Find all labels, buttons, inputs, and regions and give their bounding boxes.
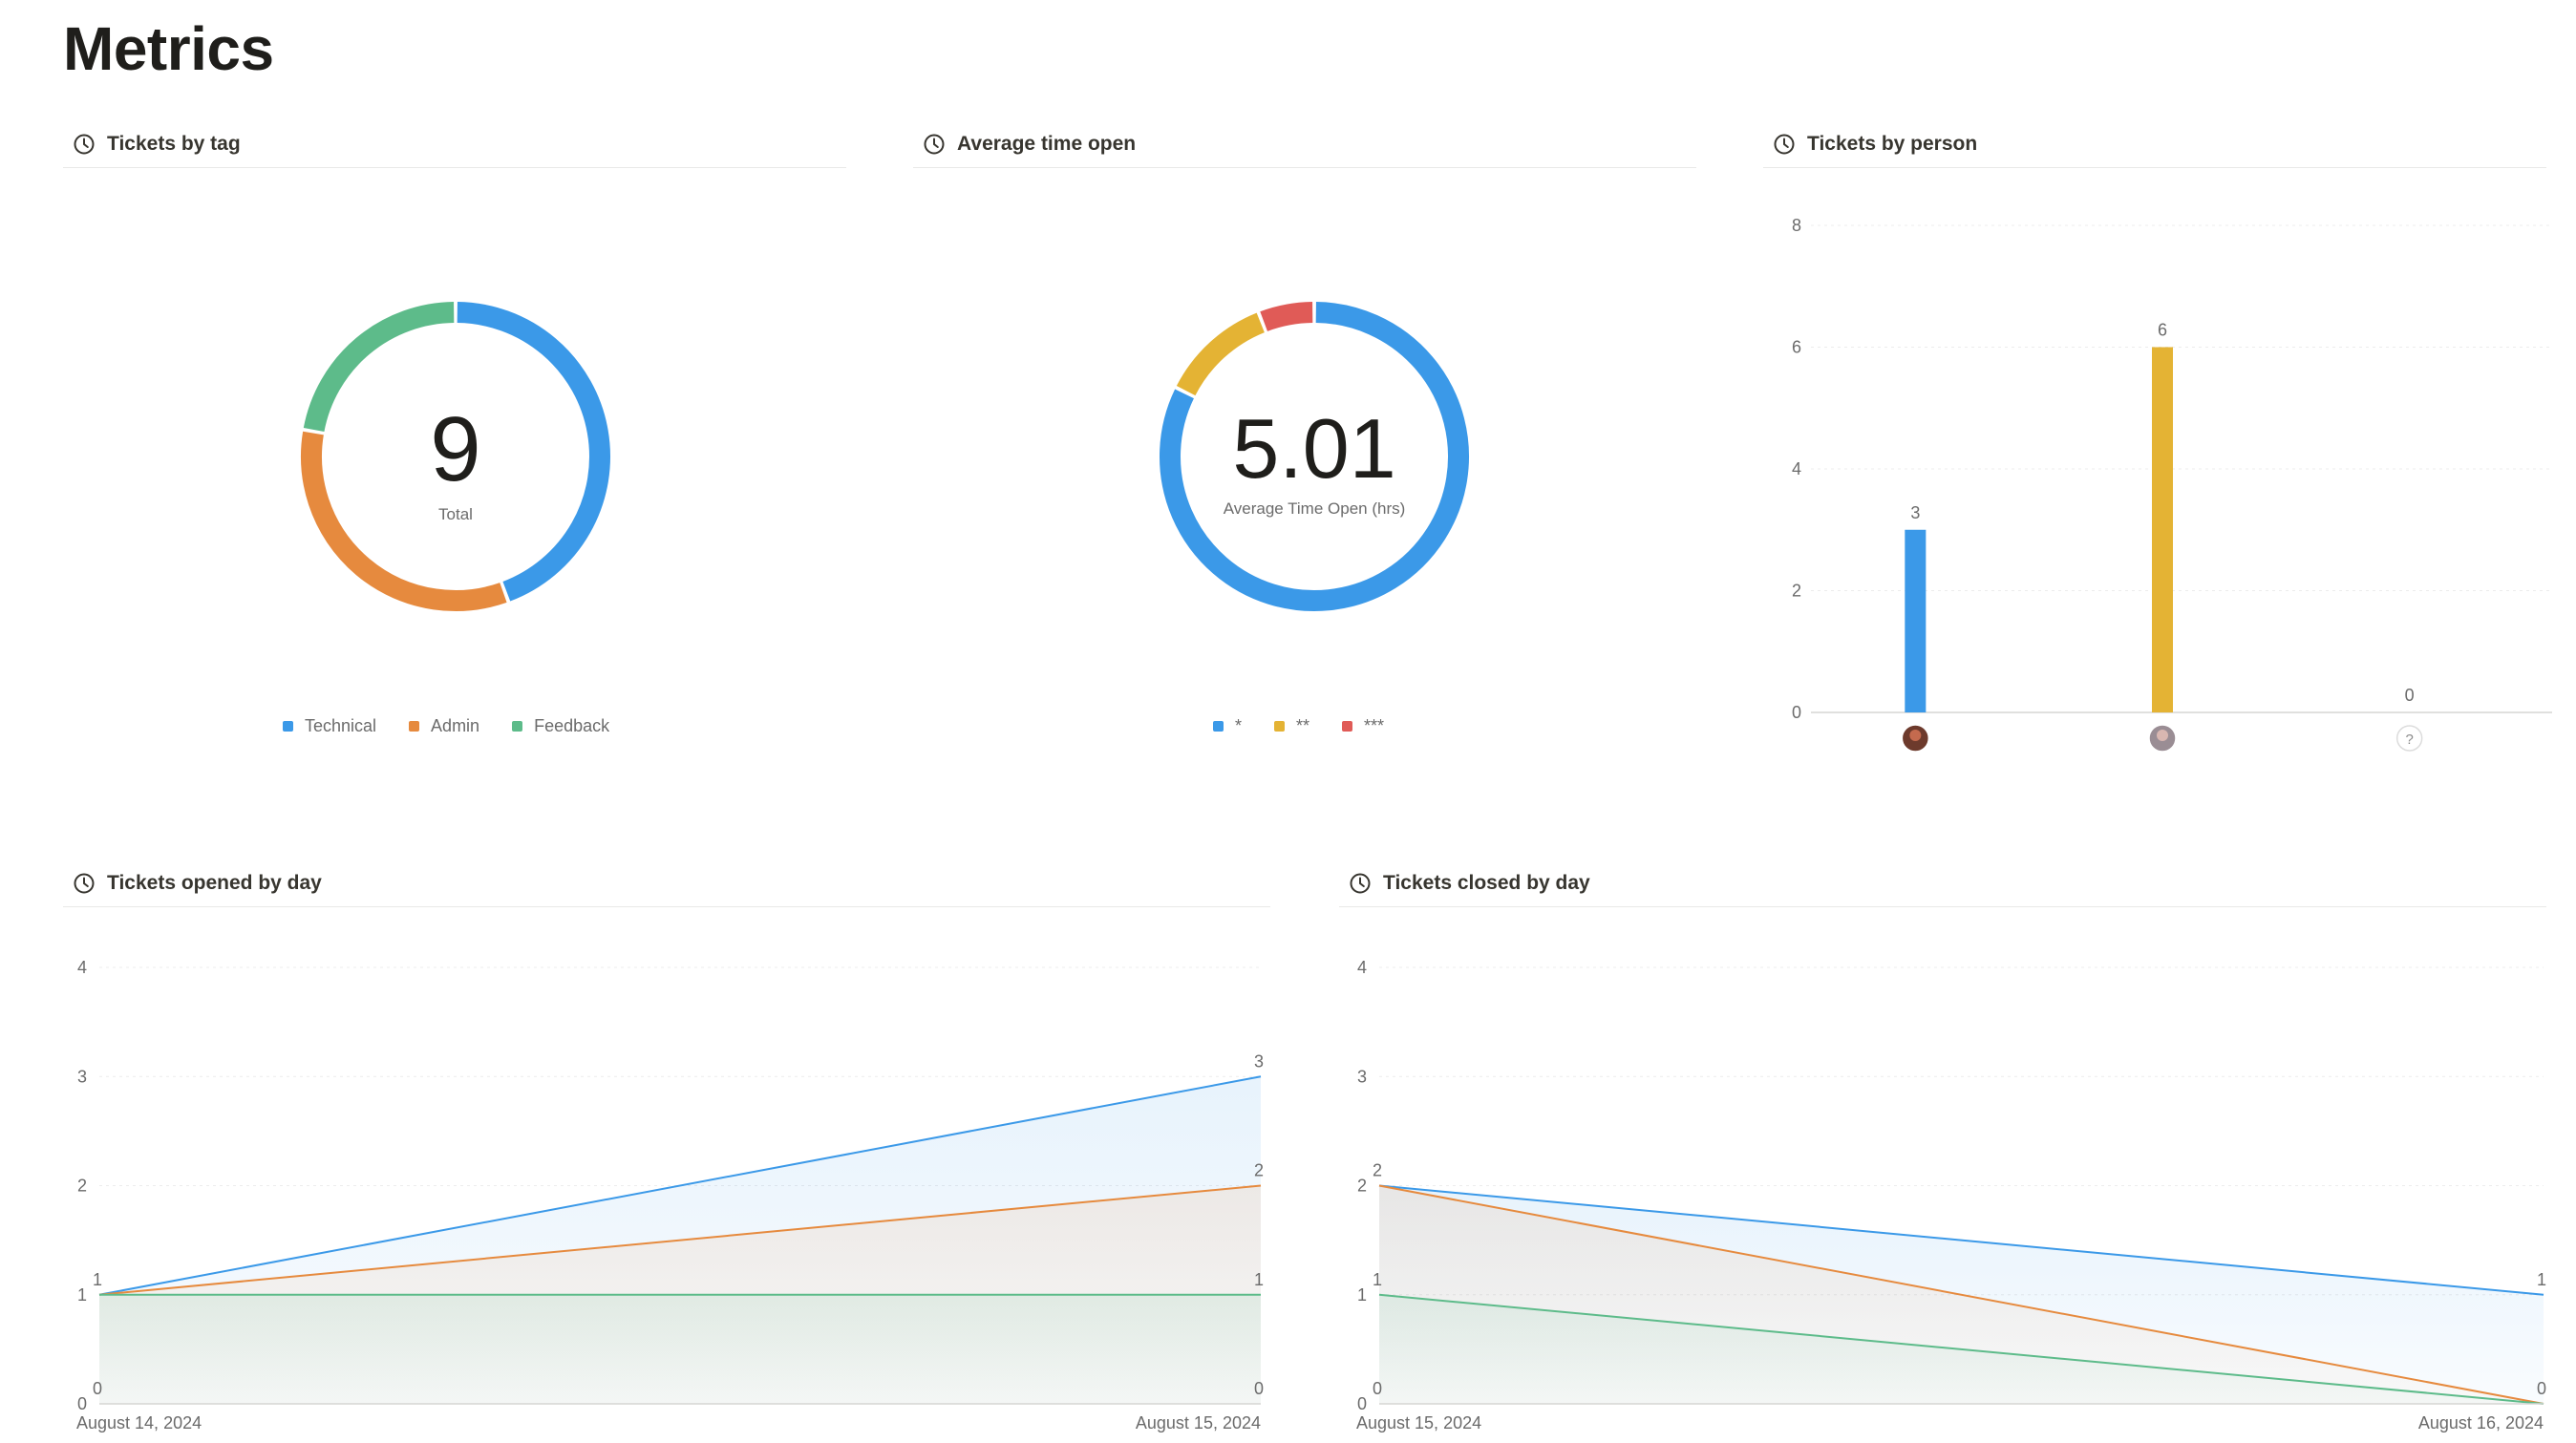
donut-slice-avg-0	[1160, 302, 1469, 611]
donut-slice-tags-0	[457, 302, 610, 602]
legend-swatch	[1274, 721, 1286, 732]
panel-header-opened[interactable]: Tickets opened by day	[63, 859, 1270, 907]
series-line-1	[1378, 1184, 2544, 1405]
x-tick-label: August 14, 2024	[76, 1413, 202, 1432]
panel-title-tags: Tickets by tag	[107, 132, 241, 155]
donut-slice-avg-1	[1176, 312, 1266, 396]
panel-header-tags[interactable]: Tickets by tag	[63, 120, 846, 168]
y-tick-label: 0	[1357, 1394, 1367, 1413]
legend-swatch	[1342, 721, 1353, 732]
legend-item-tags-1: Admin	[409, 716, 479, 736]
y-tick-label: 6	[1792, 338, 1801, 357]
legend-swatch	[409, 721, 420, 732]
question-icon	[2395, 725, 2423, 752]
x-tick-label: August 15, 2024	[1136, 1413, 1261, 1432]
legend-tags: Technical Admin Feedback	[283, 716, 609, 736]
panel-title-opened: Tickets opened by day	[107, 871, 322, 894]
point-label: 3	[1254, 1051, 1264, 1071]
x-tick-label: August 15, 2024	[1356, 1413, 1481, 1432]
question-icon: ?	[2405, 732, 2413, 748]
bar-value-label-2: 0	[2405, 686, 2415, 705]
legend-label: Technical	[305, 716, 377, 735]
donut-center-label-tags: Total	[438, 505, 473, 523]
legend-item-avg-2: ***	[1342, 716, 1384, 736]
point-label: 1	[1254, 1270, 1264, 1289]
legend-label: ***	[1364, 716, 1385, 735]
y-tick-label: 4	[1792, 459, 1801, 478]
point-label: 0	[2537, 1379, 2546, 1398]
y-tick-label: 2	[1792, 582, 1801, 601]
donut-center-label-avg: Average Time Open (hrs)	[1224, 499, 1406, 518]
y-tick-label: 2	[1357, 1177, 1367, 1196]
point-label: 0	[1373, 1379, 1382, 1398]
clock-icon	[924, 134, 945, 154]
legend-label: Admin	[431, 716, 480, 735]
bar-0	[1905, 529, 1927, 712]
donut-slice-tags-2	[303, 302, 455, 433]
x-tick-label: August 16, 2024	[2418, 1413, 2544, 1432]
legend-label: **	[1296, 716, 1310, 735]
legend-swatch	[283, 721, 293, 732]
legend-swatch	[1213, 721, 1224, 732]
series-line-2	[1378, 1293, 2544, 1405]
legend-item-avg-0: *	[1213, 716, 1242, 736]
legend-item-avg-1: **	[1274, 716, 1309, 736]
y-tick-label: 0	[77, 1394, 87, 1413]
panel-header-avg[interactable]: Average time open	[913, 120, 1696, 168]
avatar	[2148, 724, 2177, 753]
panel-title-avg: Average time open	[957, 132, 1137, 155]
avatar	[1901, 724, 1930, 753]
legend-label: *	[1235, 716, 1243, 735]
series-line-0	[98, 1075, 1262, 1296]
legend-item-tags-0: Technical	[283, 716, 376, 736]
clock-icon	[1774, 134, 1795, 154]
point-label: 1	[93, 1270, 102, 1289]
legend-swatch	[512, 721, 523, 732]
bar-value-label-0: 3	[1910, 503, 1920, 522]
y-tick-label: 2	[77, 1177, 87, 1196]
y-tick-label: 4	[77, 958, 87, 977]
area-fill-2	[99, 1294, 1261, 1404]
legend-label: Feedback	[534, 716, 610, 735]
y-tick-label: 3	[77, 1067, 87, 1086]
point-label: 0	[93, 1379, 102, 1398]
donut-slice-tags-1	[301, 431, 507, 611]
page-title: Metrics	[63, 14, 274, 83]
y-tick-label: 3	[1357, 1067, 1367, 1086]
panel-title-closed: Tickets closed by day	[1383, 871, 1590, 894]
donut-slice-avg-2	[1260, 302, 1313, 331]
clock-icon	[1350, 873, 1371, 893]
donut-center-value-tags: 9	[430, 398, 480, 500]
panel-header-person[interactable]: Tickets by person	[1763, 120, 2546, 168]
panel-header-closed[interactable]: Tickets closed by day	[1339, 859, 2546, 907]
legend-item-tags-2: Feedback	[512, 716, 609, 736]
point-label: 1	[2537, 1270, 2546, 1289]
y-tick-label: 1	[1357, 1285, 1367, 1305]
point-label: 0	[1254, 1379, 1264, 1398]
point-label: 2	[1373, 1161, 1382, 1180]
legend-avg: * ** ***	[1213, 716, 1384, 736]
panel-title-person: Tickets by person	[1807, 132, 1978, 155]
avatar	[2157, 730, 2168, 741]
donut-center-value-avg: 5.01	[1232, 401, 1395, 496]
bar-value-label-1: 6	[2158, 321, 2167, 340]
point-label: 2	[1254, 1161, 1264, 1180]
bar-1	[2152, 347, 2173, 712]
y-tick-label: 8	[1792, 216, 1801, 235]
y-tick-label: 1	[77, 1285, 87, 1305]
clock-icon	[74, 134, 95, 154]
series-line-1	[98, 1184, 1262, 1296]
series-line-0	[1378, 1184, 2544, 1296]
y-tick-label: 0	[1792, 703, 1801, 722]
avatar	[1909, 730, 1922, 741]
y-tick-label: 4	[1357, 958, 1367, 977]
clock-icon	[74, 873, 95, 893]
point-label: 1	[1373, 1270, 1382, 1289]
